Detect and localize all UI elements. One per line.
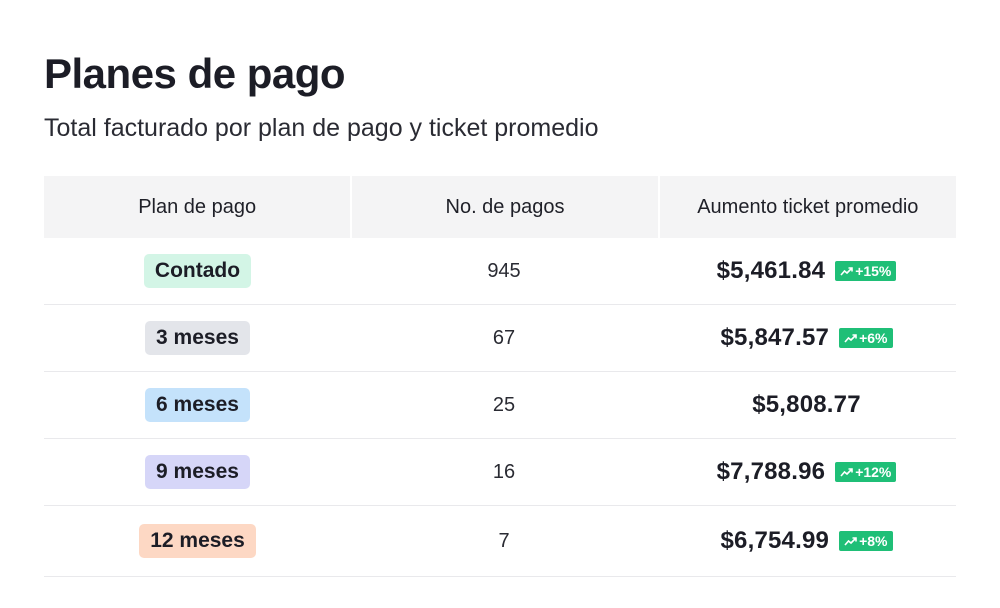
plan-cell: 9 meses bbox=[44, 439, 351, 505]
plan-badge: Contado bbox=[143, 254, 252, 288]
plan-cell: 3 meses bbox=[44, 305, 351, 371]
table-header: Plan de pago No. de pagos Aumento ticket… bbox=[44, 176, 956, 238]
column-header-ticket[interactable]: Aumento ticket promedio bbox=[697, 195, 919, 218]
ticket-amount: $5,847.57 bbox=[720, 324, 830, 351]
payments-count: 945 bbox=[487, 259, 521, 282]
plan-cell: 12 meses bbox=[44, 506, 351, 576]
trend-badge: +6% bbox=[839, 328, 893, 348]
plan-cell: Contado bbox=[44, 238, 351, 304]
trend-value: +6% bbox=[859, 330, 888, 346]
page-title: Planes de pago bbox=[44, 50, 346, 97]
page-subtitle: Total facturado por plan de pago y ticke… bbox=[44, 114, 599, 142]
plan-cell: 6 meses bbox=[44, 372, 351, 438]
payments-count: 7 bbox=[498, 529, 510, 552]
ticket-amount: $5,808.77 bbox=[752, 391, 861, 418]
ticket-cell: $5,808.77 bbox=[657, 372, 956, 438]
trend-badge: +15% bbox=[835, 261, 897, 281]
trending-up-icon bbox=[840, 266, 853, 276]
table-row[interactable]: 3 meses 67 $5,847.57 +6% bbox=[44, 305, 956, 372]
plan-badge: 6 meses bbox=[145, 388, 250, 422]
trending-up-icon bbox=[840, 467, 853, 477]
ticket-cell: $6,754.99 +8% bbox=[657, 506, 956, 576]
payment-plans-table: Plan de pago No. de pagos Aumento ticket… bbox=[44, 176, 956, 577]
ticket-amount: $7,788.96 bbox=[716, 458, 826, 485]
plan-badge: 3 meses bbox=[145, 321, 250, 355]
trend-value: +12% bbox=[855, 464, 892, 480]
column-header-plan[interactable]: Plan de pago bbox=[44, 176, 353, 238]
trend-value: +15% bbox=[855, 263, 892, 279]
trend-badge: +12% bbox=[835, 462, 897, 482]
table-row[interactable]: 6 meses 25 $5,808.77 bbox=[44, 372, 956, 439]
trending-up-icon bbox=[844, 333, 857, 343]
ticket-amount: $5,461.84 bbox=[716, 257, 826, 284]
trend-value: +8% bbox=[859, 533, 888, 549]
trending-up-icon bbox=[844, 536, 857, 546]
ticket-cell: $7,788.96 +12% bbox=[657, 439, 956, 505]
table-row[interactable]: 12 meses 7 $6,754.99 +8% bbox=[44, 506, 956, 577]
payments-count: 16 bbox=[492, 460, 516, 483]
plan-badge: 9 meses bbox=[145, 455, 250, 489]
payments-count: 67 bbox=[492, 326, 516, 349]
table-row[interactable]: 9 meses 16 $7,788.96 +12% bbox=[44, 439, 956, 506]
ticket-cell: $5,847.57 +6% bbox=[657, 305, 956, 371]
column-header-payments[interactable]: No. de pagos bbox=[352, 176, 660, 238]
trend-badge: +8% bbox=[839, 531, 893, 551]
plan-badge: 12 meses bbox=[139, 524, 256, 558]
payments-count: 25 bbox=[492, 393, 516, 416]
table-row[interactable]: Contado 945 $5,461.84 +15% bbox=[44, 238, 956, 305]
ticket-cell: $5,461.84 +15% bbox=[657, 238, 956, 304]
ticket-amount: $6,754.99 bbox=[720, 527, 830, 554]
